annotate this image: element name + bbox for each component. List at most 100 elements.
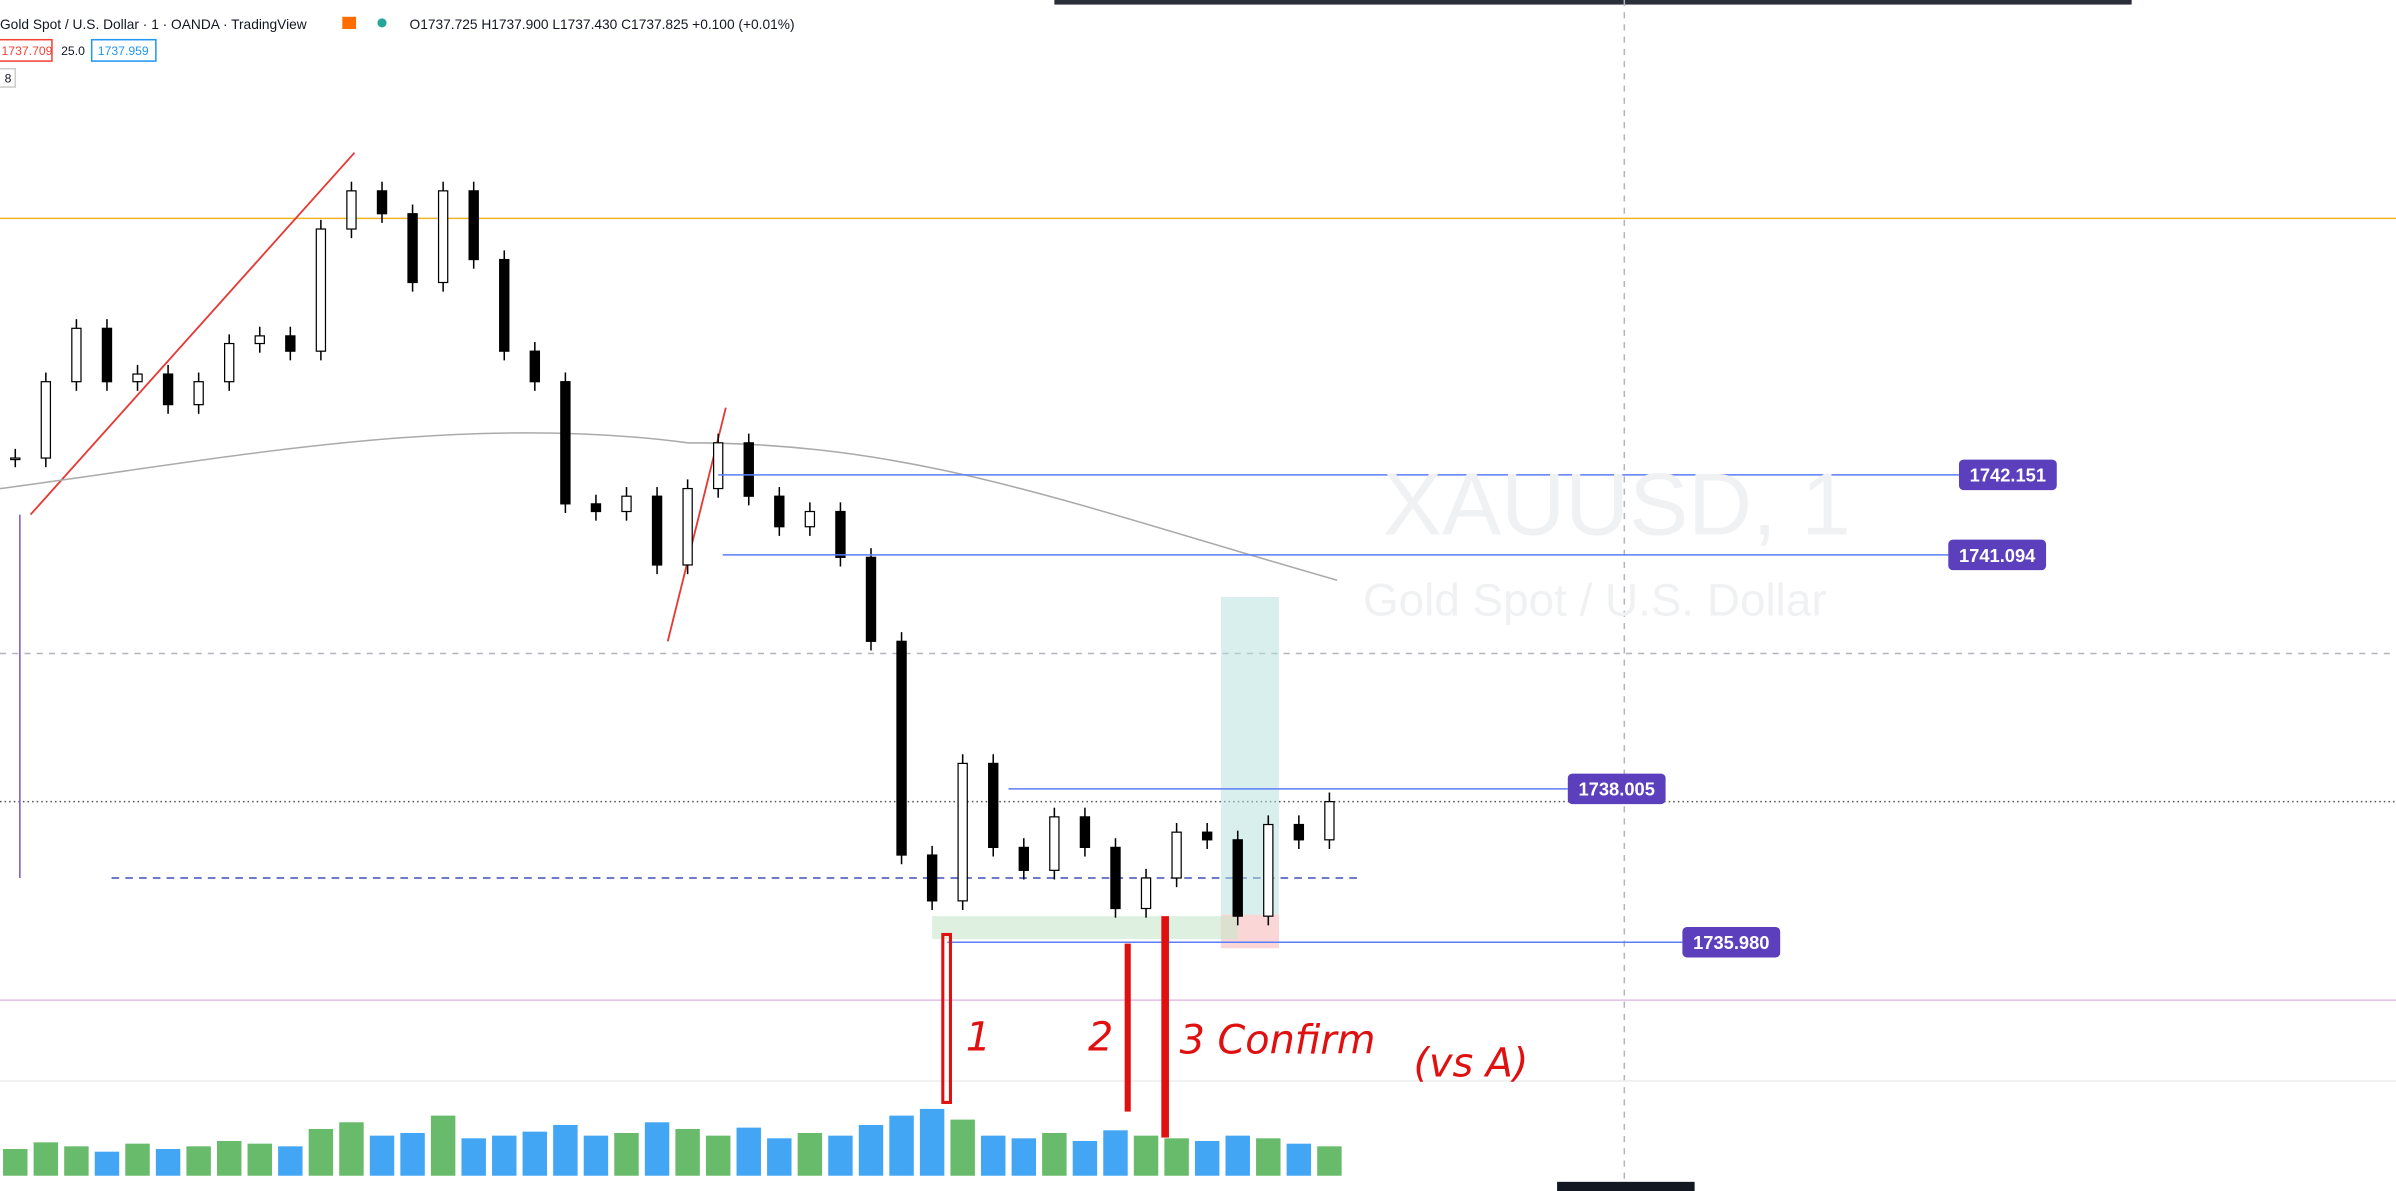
candle bbox=[743, 442, 754, 497]
candle bbox=[132, 373, 143, 383]
candle bbox=[835, 510, 846, 558]
candle bbox=[254, 335, 265, 345]
volume-bar bbox=[94, 1151, 120, 1176]
watermark-symbol: XAUUSD, 1 bbox=[1383, 454, 1851, 553]
status-dot bbox=[377, 18, 387, 28]
ask: 1737.959 bbox=[98, 44, 149, 58]
candle bbox=[865, 556, 877, 642]
volume-bar bbox=[1072, 1140, 1098, 1176]
count: 8 bbox=[5, 71, 12, 85]
watermark-name: Gold Spot / U.S. Dollar bbox=[1363, 574, 1827, 625]
candle bbox=[682, 487, 693, 566]
candle bbox=[988, 762, 999, 849]
volume-bar bbox=[400, 1132, 425, 1176]
annotation: 2 bbox=[1088, 1015, 1113, 1061]
candle bbox=[1140, 877, 1152, 910]
volume-bar bbox=[522, 1131, 548, 1176]
volume-bar bbox=[33, 1142, 59, 1176]
volume-bar bbox=[889, 1115, 914, 1176]
candle bbox=[376, 190, 388, 215]
volume-bar bbox=[644, 1122, 670, 1176]
volume-bar bbox=[1164, 1138, 1189, 1176]
volume-bar bbox=[461, 1138, 486, 1176]
price-label: 1742.151 bbox=[1970, 465, 2046, 486]
volume-bar bbox=[1225, 1135, 1250, 1176]
candle bbox=[71, 327, 82, 383]
volume-bar bbox=[155, 1149, 181, 1176]
volume-bar bbox=[64, 1146, 89, 1176]
volume-bar bbox=[614, 1132, 639, 1176]
volume-bar bbox=[216, 1140, 242, 1176]
volume-bar bbox=[1042, 1132, 1067, 1176]
candle bbox=[896, 640, 907, 856]
bid: 1737.709 bbox=[2, 44, 53, 58]
volume-bar bbox=[278, 1146, 303, 1176]
bid-box bbox=[0, 38, 53, 62]
candle bbox=[315, 228, 327, 352]
candle bbox=[224, 342, 235, 383]
candle bbox=[10, 457, 21, 461]
candle bbox=[712, 442, 724, 490]
candle bbox=[1232, 839, 1243, 917]
zone bbox=[932, 916, 1238, 940]
candle bbox=[651, 495, 663, 566]
moving-average bbox=[0, 431, 1338, 581]
volume-bar bbox=[583, 1135, 609, 1176]
candle bbox=[285, 335, 296, 352]
candle bbox=[437, 190, 449, 284]
candle bbox=[468, 190, 479, 261]
volume-bar bbox=[919, 1108, 945, 1176]
volume-bar bbox=[1256, 1138, 1281, 1176]
ask-box bbox=[90, 38, 157, 62]
volume-bar bbox=[828, 1135, 853, 1176]
candle bbox=[774, 495, 785, 528]
plot: 1742.151 1741.094 1738.005 1735.980 bbox=[3, 181, 2057, 1176]
volume-bar bbox=[1011, 1138, 1037, 1176]
volume-bar bbox=[1317, 1146, 1342, 1176]
volume-bar bbox=[186, 1146, 211, 1176]
volume-bar bbox=[1194, 1140, 1220, 1176]
candle bbox=[407, 213, 418, 284]
volume-bar bbox=[736, 1127, 761, 1176]
candle bbox=[499, 258, 510, 352]
candle bbox=[1201, 831, 1213, 841]
volume-bar bbox=[430, 1115, 456, 1176]
price-label-box bbox=[1682, 926, 1781, 958]
marker bbox=[1124, 943, 1131, 1112]
count-box bbox=[0, 67, 17, 88]
candle bbox=[957, 762, 968, 902]
candle bbox=[40, 381, 52, 459]
price-label: 1738.005 bbox=[1578, 779, 1654, 800]
volume-bar bbox=[1103, 1130, 1128, 1176]
annotation: (vs A) bbox=[1413, 1040, 1528, 1086]
candle bbox=[560, 381, 571, 505]
candle bbox=[1263, 823, 1274, 917]
annotation: 1 bbox=[966, 1015, 991, 1061]
price-label-box bbox=[1958, 459, 2057, 491]
volume-bar bbox=[675, 1128, 700, 1176]
candle bbox=[1293, 823, 1305, 841]
marker bbox=[941, 932, 952, 1104]
ohlc: O1737.725 H1737.900 L1737.430 C1737.825 … bbox=[410, 17, 795, 32]
volume-bar bbox=[705, 1135, 731, 1176]
volume-bar bbox=[981, 1135, 1006, 1176]
candle bbox=[193, 381, 204, 406]
volume-bar bbox=[492, 1135, 517, 1176]
volume-bar bbox=[308, 1128, 334, 1176]
spread: 25.0 bbox=[61, 44, 85, 58]
symbol: Gold Spot / U.S. Dollar · 1 · OANDA · Tr… bbox=[0, 17, 307, 32]
candle bbox=[1324, 801, 1335, 841]
price-label: 1735.980 bbox=[1693, 932, 1769, 953]
candle bbox=[590, 503, 602, 513]
volume-bar bbox=[369, 1135, 395, 1176]
volume-bar bbox=[950, 1119, 975, 1176]
candle bbox=[926, 854, 938, 902]
volume-bar bbox=[553, 1124, 578, 1176]
volume-bar bbox=[1133, 1135, 1159, 1176]
price-label-box bbox=[1948, 539, 2047, 571]
volume-bar bbox=[339, 1122, 364, 1176]
icon bbox=[342, 16, 357, 30]
